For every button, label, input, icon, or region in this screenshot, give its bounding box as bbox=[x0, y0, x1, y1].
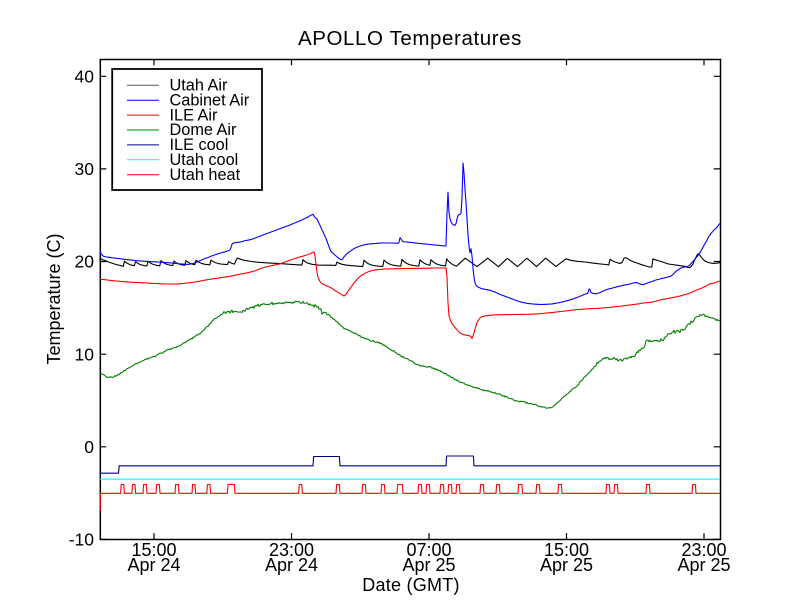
svg-text:Apr 25: Apr 25 bbox=[677, 555, 730, 575]
svg-text:-10: -10 bbox=[69, 530, 95, 550]
svg-text:ILE Air: ILE Air bbox=[170, 106, 219, 124]
svg-text:Date (GMT): Date (GMT) bbox=[362, 575, 460, 595]
svg-text:APOLLO Temperatures: APOLLO Temperatures bbox=[298, 27, 522, 50]
svg-text:Utah Air: Utah Air bbox=[170, 77, 228, 95]
svg-text:30: 30 bbox=[75, 159, 95, 179]
svg-text:0: 0 bbox=[84, 437, 94, 457]
svg-text:20: 20 bbox=[75, 252, 95, 272]
svg-text:23:00: 23:00 bbox=[269, 540, 314, 560]
svg-text:Apr 25: Apr 25 bbox=[540, 555, 593, 575]
svg-text:07:00: 07:00 bbox=[406, 540, 451, 560]
svg-text:Apr 24: Apr 24 bbox=[127, 555, 180, 575]
svg-text:Utah cool: Utah cool bbox=[170, 151, 239, 169]
svg-text:Apr 25: Apr 25 bbox=[402, 555, 455, 575]
svg-text:Temperature (C): Temperature (C) bbox=[44, 233, 64, 364]
svg-text:40: 40 bbox=[75, 67, 95, 87]
svg-text:Dome Air: Dome Air bbox=[170, 121, 238, 139]
svg-text:10: 10 bbox=[75, 344, 95, 364]
svg-text:ILE cool: ILE cool bbox=[170, 136, 229, 154]
svg-text:Cabinet Air: Cabinet Air bbox=[170, 91, 250, 109]
svg-text:Utah heat: Utah heat bbox=[170, 166, 241, 184]
svg-text:23:00: 23:00 bbox=[681, 540, 726, 560]
svg-text:15:00: 15:00 bbox=[131, 540, 176, 560]
svg-text:Apr 24: Apr 24 bbox=[265, 555, 318, 575]
svg-text:15:00: 15:00 bbox=[544, 540, 589, 560]
